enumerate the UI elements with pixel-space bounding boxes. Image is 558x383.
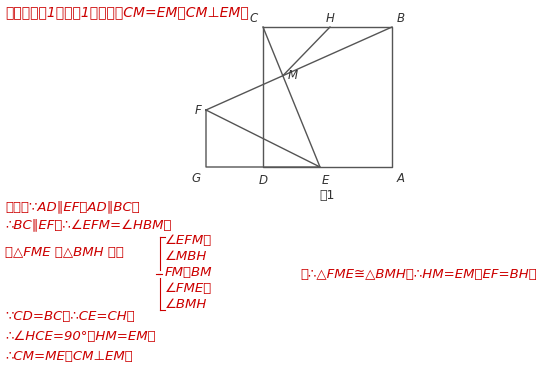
- Text: ∴BC∥EF，∴∠EFM=∠HBM，: ∴BC∥EF，∴∠EFM=∠HBM，: [5, 218, 171, 231]
- Text: ∴CM=ME，CM⊥EM．: ∴CM=ME，CM⊥EM．: [5, 350, 133, 363]
- Text: ∠FME＝: ∠FME＝: [165, 282, 212, 295]
- Text: ∵CD=BC，∴CE=CH，: ∵CD=BC，∴CE=CH，: [5, 310, 134, 323]
- Text: C: C: [250, 12, 258, 25]
- Text: 图1: 图1: [320, 189, 335, 202]
- Text: 在△FME 和△BMH 中，: 在△FME 和△BMH 中，: [5, 246, 124, 259]
- Text: ，∴△FME≅△BMH，∴HM=EM，EF=BH，: ，∴△FME≅△BMH，∴HM=EM，EF=BH，: [300, 268, 537, 281]
- Text: G: G: [192, 172, 201, 185]
- Text: B: B: [397, 12, 405, 25]
- Text: ∴∠HCE=90°，HM=EM，: ∴∠HCE=90°，HM=EM，: [5, 330, 156, 343]
- Text: 理由：∵AD∥EF，AD∥BC，: 理由：∵AD∥EF，AD∥BC，: [5, 200, 140, 213]
- Text: F: F: [194, 103, 201, 116]
- Text: E: E: [322, 175, 329, 188]
- Text: ∠MBH: ∠MBH: [165, 250, 208, 263]
- Text: M: M: [288, 69, 298, 82]
- Text: H: H: [325, 12, 334, 25]
- Text: D: D: [258, 175, 267, 188]
- Text: A: A: [397, 172, 405, 185]
- Text: ∠BMH: ∠BMH: [165, 298, 208, 311]
- Text: 【解析】（1）如图1，结论：CM=EM，CM⊥EM．: 【解析】（1）如图1，结论：CM=EM，CM⊥EM．: [5, 5, 249, 19]
- Text: FM＝BM: FM＝BM: [165, 266, 213, 279]
- Text: ∠EFM＝: ∠EFM＝: [165, 234, 212, 247]
